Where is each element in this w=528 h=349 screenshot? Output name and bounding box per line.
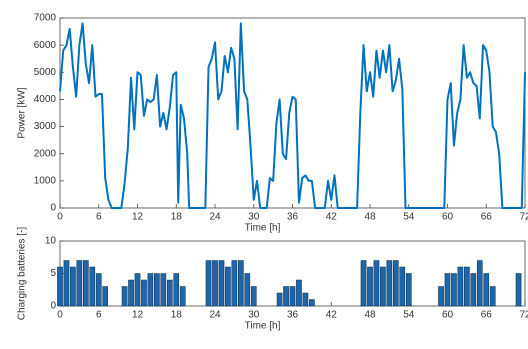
x-tick-label: 6	[96, 212, 102, 223]
x-tick-label: 30	[248, 310, 260, 321]
x-tick-label: 24	[209, 212, 221, 223]
x-tick-label: 42	[326, 310, 338, 321]
y-axis-label: Charging batteries [-]	[17, 227, 28, 321]
bar	[444, 273, 451, 307]
bar	[360, 260, 367, 307]
bar	[57, 266, 63, 307]
bar	[173, 273, 180, 307]
bar	[76, 260, 83, 307]
y-tick-label: 0	[50, 301, 56, 312]
bar	[160, 273, 167, 307]
y-tick-label: 6000	[34, 40, 57, 51]
x-tick-label: 72	[519, 310, 528, 321]
bar	[309, 299, 315, 307]
bar	[399, 266, 406, 307]
bar	[451, 273, 457, 307]
x-tick-label: 36	[287, 212, 299, 223]
x-tick-label: 18	[171, 212, 183, 223]
bar	[244, 273, 251, 307]
bar	[83, 260, 89, 307]
bar	[238, 260, 244, 307]
bar	[476, 260, 483, 307]
bar	[386, 260, 393, 307]
bar	[95, 273, 102, 307]
x-tick-label: 12	[132, 310, 144, 321]
y-tick-label: 0	[50, 203, 56, 214]
x-axis-label: Time [h]	[245, 321, 281, 332]
bar	[166, 279, 173, 307]
y-tick-label: 3000	[34, 121, 57, 132]
y-tick-label: 4000	[34, 94, 57, 105]
x-tick-label: 18	[171, 310, 183, 321]
bar	[405, 273, 412, 307]
bar	[367, 266, 373, 307]
x-tick-label: 60	[442, 310, 454, 321]
y-tick-label: 5000	[34, 67, 57, 78]
bar	[457, 266, 464, 307]
bar	[179, 286, 186, 307]
y-tick-label: 5	[50, 268, 56, 279]
bar	[128, 279, 134, 307]
bar	[141, 279, 147, 307]
x-tick-label: 0	[57, 310, 63, 321]
bar	[483, 273, 490, 307]
bar	[489, 286, 496, 307]
bar	[276, 292, 283, 307]
x-tick-label: 66	[481, 212, 493, 223]
x-tick-label: 54	[403, 212, 415, 223]
x-tick-label: 42	[326, 212, 338, 223]
bar	[470, 273, 477, 307]
y-axis-label: Power [kW]	[17, 87, 28, 138]
bar	[154, 273, 160, 307]
bar	[147, 273, 154, 307]
x-tick-label: 72	[519, 212, 528, 223]
bar	[380, 266, 386, 307]
bar	[218, 260, 225, 307]
bar	[438, 286, 444, 307]
x-tick-label: 36	[287, 310, 299, 321]
bar	[231, 260, 238, 307]
bar	[89, 266, 96, 307]
y-tick-label: 10	[45, 236, 57, 247]
x-tick-label: 0	[57, 212, 63, 223]
x-tick-label: 12	[132, 212, 144, 223]
bar	[373, 260, 380, 307]
bar	[283, 286, 289, 307]
bar	[63, 260, 70, 307]
bar	[296, 279, 302, 307]
x-tick-label: 48	[364, 310, 376, 321]
bar	[464, 266, 470, 307]
bar	[134, 273, 141, 307]
power-line	[59, 22, 526, 209]
x-tick-label: 24	[209, 310, 221, 321]
bar	[70, 266, 76, 307]
x-tick-label: 60	[442, 212, 454, 223]
y-tick-label: 7000	[34, 13, 57, 24]
bar	[102, 286, 109, 307]
x-tick-label: 66	[481, 310, 493, 321]
x-tick-label: 54	[403, 310, 415, 321]
bar	[289, 286, 296, 307]
bar	[212, 260, 218, 307]
x-tick-label: 6	[96, 310, 102, 321]
bar	[515, 273, 522, 307]
y-tick-label: 2000	[34, 148, 57, 159]
bar	[205, 260, 212, 307]
x-tick-label: 48	[364, 212, 376, 223]
bar	[250, 286, 257, 307]
bar	[393, 260, 399, 307]
x-axis-label: Time [h]	[245, 223, 281, 234]
y-tick-label: 1000	[34, 175, 57, 186]
bar	[302, 292, 309, 307]
x-tick-label: 30	[248, 212, 260, 223]
bar	[225, 266, 231, 307]
bar	[121, 286, 128, 307]
